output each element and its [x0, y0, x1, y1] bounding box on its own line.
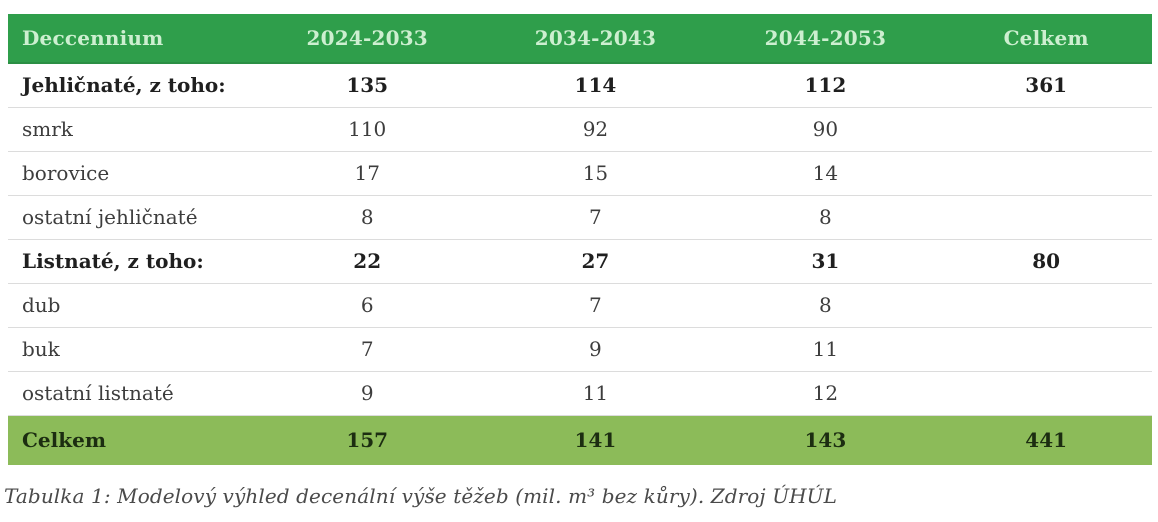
row-value [940, 151, 1152, 196]
table-row-other-broadleaves: ostatní listnaté 9 11 12 [8, 371, 1152, 416]
table-row-other-conifers: ostatní jehličnaté 8 7 8 [8, 195, 1152, 240]
row-value: 143 [710, 415, 941, 465]
row-value: 17 [253, 151, 481, 196]
row-value: 361 [940, 63, 1152, 108]
table-row-oak: dub 6 7 8 [8, 283, 1152, 328]
row-value [940, 283, 1152, 328]
row-value [940, 107, 1152, 152]
row-value: 15 [480, 151, 711, 196]
row-label: smrk [8, 107, 254, 152]
row-value: 11 [710, 327, 941, 372]
column-header-deccennium: Deccennium [8, 14, 254, 64]
row-value: 441 [940, 415, 1152, 465]
row-value: 8 [253, 195, 481, 240]
row-value: 7 [480, 195, 711, 240]
table-caption: Tabulka 1: Modelový výhled decenální výš… [4, 484, 838, 508]
harvest-table-container: Deccennium 2024-2033 2034-2043 2044-2053… [8, 14, 1152, 465]
row-label: Jehličnaté, z toho: [8, 63, 254, 108]
table-row-beech: buk 7 9 11 [8, 327, 1152, 372]
row-value [940, 327, 1152, 372]
row-value: 12 [710, 371, 941, 416]
row-value: 6 [253, 283, 481, 328]
row-label: buk [8, 327, 254, 372]
header-row: Deccennium 2024-2033 2034-2043 2044-2053… [8, 14, 1152, 64]
row-value: 114 [480, 63, 711, 108]
row-value: 157 [253, 415, 481, 465]
table-row-broadleaves-total: Listnaté, z toho: 22 27 31 80 [8, 239, 1152, 284]
row-value: 22 [253, 239, 481, 284]
row-value: 8 [710, 283, 941, 328]
row-value: 7 [253, 327, 481, 372]
row-value: 7 [480, 283, 711, 328]
row-value: 110 [253, 107, 481, 152]
row-label: Listnaté, z toho: [8, 239, 254, 284]
row-label: borovice [8, 151, 254, 196]
column-header-celkem: Celkem [940, 14, 1152, 64]
row-value: 90 [710, 107, 941, 152]
row-label: dub [8, 283, 254, 328]
row-value: 141 [480, 415, 711, 465]
table-body: Jehličnaté, z toho: 135 114 112 361 smrk… [8, 63, 1152, 416]
row-value: 27 [480, 239, 711, 284]
row-value: 14 [710, 151, 941, 196]
table-header: Deccennium 2024-2033 2034-2043 2044-2053… [8, 14, 1152, 64]
row-value: 9 [480, 327, 711, 372]
row-value: 135 [253, 63, 481, 108]
column-header-2044-2053: 2044-2053 [710, 14, 941, 64]
column-header-2034-2043: 2034-2043 [480, 14, 711, 64]
column-header-2024-2033: 2024-2033 [253, 14, 481, 64]
table-row-spruce: smrk 110 92 90 [8, 107, 1152, 152]
row-value: 8 [710, 195, 941, 240]
row-label: Celkem [8, 415, 254, 465]
table-row-grand-total: Celkem 157 141 143 441 [8, 415, 1152, 465]
row-value: 112 [710, 63, 941, 108]
row-label: ostatní listnaté [8, 371, 254, 416]
row-value: 31 [710, 239, 941, 284]
row-value: 11 [480, 371, 711, 416]
row-value: 80 [940, 239, 1152, 284]
harvest-table: Deccennium 2024-2033 2034-2043 2044-2053… [8, 14, 1152, 465]
row-value [940, 195, 1152, 240]
row-value: 92 [480, 107, 711, 152]
table-footer: Celkem 157 141 143 441 [8, 415, 1152, 465]
table-row-pine: borovice 17 15 14 [8, 151, 1152, 196]
row-value [940, 371, 1152, 416]
row-value: 9 [253, 371, 481, 416]
row-label: ostatní jehličnaté [8, 195, 254, 240]
table-row-conifers-total: Jehličnaté, z toho: 135 114 112 361 [8, 63, 1152, 108]
